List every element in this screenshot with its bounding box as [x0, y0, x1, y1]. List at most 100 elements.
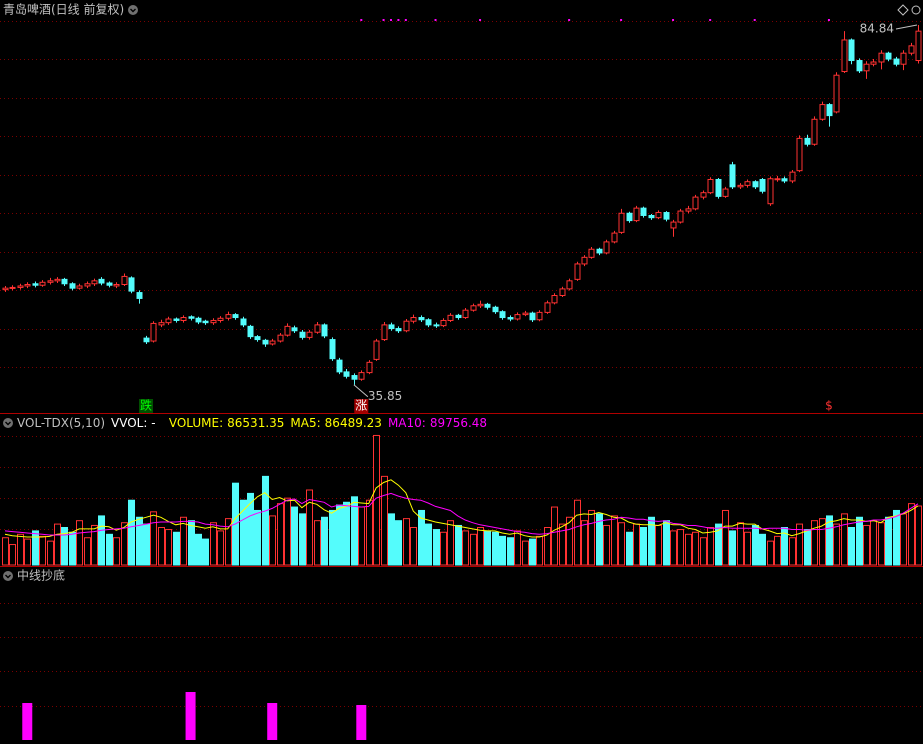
- candle-body: [640, 207, 647, 216]
- candle-body: [76, 285, 83, 289]
- chart-title: 青岛啤酒(日线 前复权): [3, 2, 124, 17]
- corner-icons[interactable]: [897, 4, 921, 16]
- volume-bar: [670, 530, 677, 566]
- volume-bar: [113, 537, 120, 566]
- candle-body: [826, 104, 833, 117]
- volume-bar: [373, 434, 380, 566]
- menu-icon[interactable]: [128, 5, 138, 15]
- volume-bar: [477, 527, 484, 566]
- candle-body: [240, 318, 247, 326]
- volume-bar: [269, 515, 276, 566]
- candle-body: [722, 188, 729, 197]
- volume-bar: [150, 511, 157, 566]
- candle-body: [113, 283, 120, 287]
- candle-body: [180, 317, 187, 321]
- volume-bar: [329, 509, 336, 566]
- signal-bar: [267, 703, 278, 740]
- ma-line: [4, 479, 919, 538]
- candle-body: [195, 317, 202, 323]
- volume-bar: [507, 537, 514, 566]
- signal-dot: [479, 19, 482, 21]
- volume-bar: [91, 524, 98, 566]
- volume-bar: [559, 523, 566, 566]
- volume-bar: [536, 535, 543, 566]
- volume-bar: [291, 506, 298, 566]
- volume-bar: [366, 499, 373, 566]
- volume-bar: [789, 537, 796, 566]
- volume-bar: [433, 529, 440, 566]
- volume-bar: [254, 509, 261, 566]
- candle-body: [833, 74, 840, 113]
- signal-dot: [672, 19, 675, 21]
- annotation-bg: [139, 399, 154, 413]
- volume-bar: [863, 524, 870, 566]
- candle-body: [410, 317, 417, 322]
- candle-body: [291, 327, 298, 332]
- candle-body: [98, 278, 105, 284]
- volume-bar: [358, 506, 365, 566]
- signal-dot: [827, 19, 830, 21]
- volume-bar: [663, 520, 670, 566]
- candle-body: [269, 340, 276, 345]
- signal-bar: [356, 705, 367, 740]
- candle-body: [395, 328, 402, 332]
- candle-body: [626, 212, 633, 222]
- candle-body: [885, 52, 892, 60]
- candle-body: [217, 317, 224, 321]
- volume-bar: [804, 529, 811, 566]
- volume-bar: [685, 533, 692, 566]
- legend-value: 86531.35: [227, 416, 284, 430]
- candle-body: [403, 320, 410, 332]
- candle-body: [663, 212, 670, 220]
- volume-bar: [618, 522, 625, 566]
- indicator-name: 中线抄底: [17, 568, 65, 583]
- volume-bar: [98, 515, 105, 566]
- volume-bar: [752, 524, 759, 566]
- candle-body: [39, 281, 46, 286]
- candle-body: [470, 305, 477, 311]
- candle-body: [150, 322, 157, 342]
- high-label: 84.84: [860, 21, 894, 35]
- candle-body: [878, 52, 885, 63]
- volume-bar: [915, 505, 922, 566]
- candle-body: [507, 317, 514, 320]
- volume-menu-icon[interactable]: [3, 418, 13, 428]
- signal-dot: [753, 19, 756, 21]
- candle-body: [314, 324, 321, 333]
- candle-body: [455, 314, 462, 319]
- volume-bar: [247, 492, 254, 566]
- volume-bar: [470, 533, 477, 566]
- signal-menu-icon[interactable]: [3, 571, 13, 581]
- candle-body: [254, 336, 261, 341]
- volume-bar: [217, 530, 224, 566]
- candle-body: [692, 196, 699, 210]
- volume-bar: [447, 520, 454, 566]
- candle-body: [366, 361, 373, 374]
- candle-body: [143, 337, 150, 343]
- volume-bar: [240, 499, 247, 566]
- candle-body: [54, 278, 61, 282]
- candle-body: [425, 319, 432, 326]
- volume-bar: [84, 537, 91, 566]
- volume-bar: [484, 530, 491, 566]
- volume-bar: [180, 516, 187, 566]
- volume-bar: [514, 530, 521, 566]
- legend-value: 86489.23: [325, 416, 382, 430]
- volume-bar: [425, 523, 432, 566]
- volume-bar: [633, 523, 640, 566]
- volume-bar: [284, 497, 291, 566]
- volume-bar: [566, 516, 573, 566]
- volume-bar: [403, 518, 410, 566]
- volume-bar: [2, 537, 9, 566]
- volume-bar: [351, 496, 358, 566]
- candle-body: [69, 283, 76, 289]
- volume-legend: VOL-TDX(5,10) VVOL: - VOLUME: 86531.35 MA5: 8…: [17, 416, 487, 430]
- candle-body: [796, 137, 803, 172]
- volume-bar: [692, 531, 699, 566]
- candle-body: [447, 314, 454, 321]
- volume-bar: [136, 516, 143, 566]
- candle-body: [358, 372, 365, 380]
- volume-bar: [262, 475, 269, 566]
- low-label: 35.85: [368, 389, 402, 403]
- volume-bar: [544, 527, 551, 566]
